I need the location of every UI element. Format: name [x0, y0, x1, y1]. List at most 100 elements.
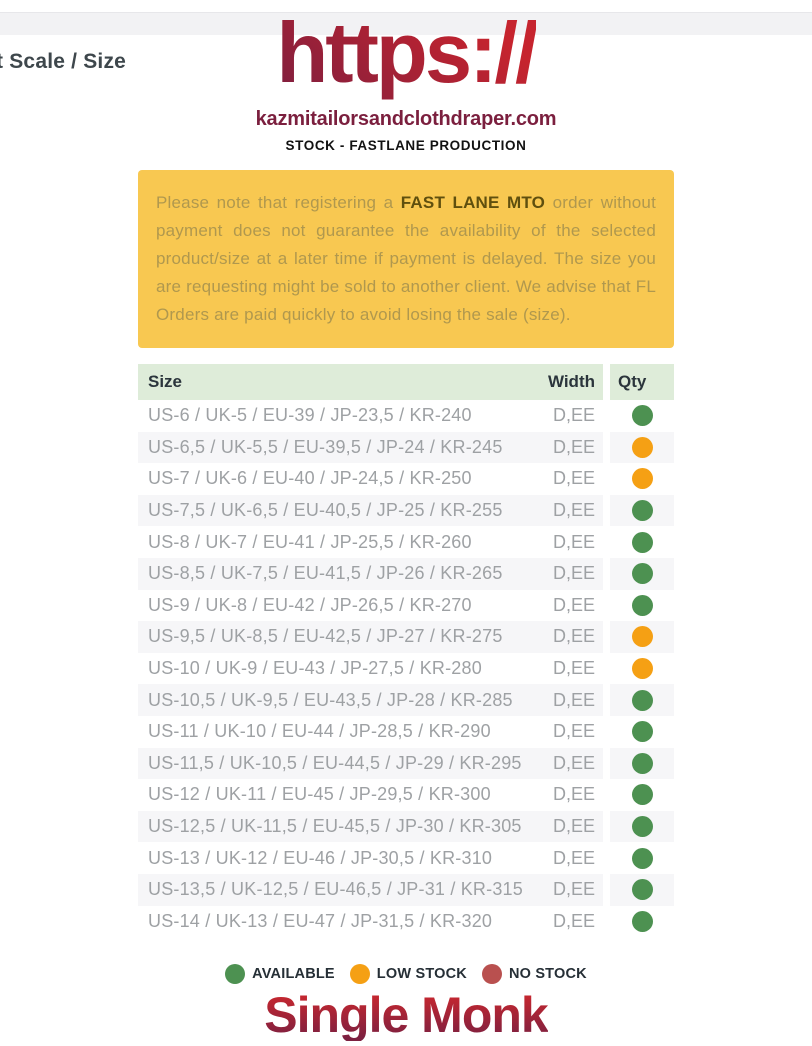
- table-row: US-7,5 / UK-6,5 / EU-40,5 / JP-25 / KR-2…: [138, 494, 674, 527]
- table-row: US-8,5 / UK-7,5 / EU-41,5 / JP-26 / KR-2…: [138, 557, 674, 590]
- page-heading-scale-size: t Scale / Size: [0, 50, 127, 73]
- table-header-main-cell: Size Width: [138, 364, 603, 400]
- table-row: US-10 / UK-9 / EU-43 / JP-27,5 / KR-280 D…: [138, 653, 674, 685]
- size-stock-table: Size Width Qty US-6 / UK-5 / EU-39 / JP-…: [138, 364, 674, 937]
- size-width-cell: US-13,5 / UK-12,5 / EU-46,5 / JP-31 / KR…: [138, 873, 603, 906]
- size-value: US-11 / UK-10 / EU-44 / JP-28,5 / KR-290: [148, 721, 491, 742]
- table-row: US-14 / UK-13 / EU-47 / JP-31,5 / KR-320…: [138, 906, 674, 938]
- fastlane-notice-box: Please note that registering a FAST LANE…: [138, 170, 674, 348]
- table-row: US-6 / UK-5 / EU-39 / JP-23,5 / KR-240 D,…: [138, 400, 674, 432]
- stock-status-dot-available: [631, 816, 653, 838]
- qty-cell: [610, 494, 674, 527]
- qty-cell: [610, 810, 674, 843]
- table-row: US-7 / UK-6 / EU-40 / JP-24,5 / KR-250 D,…: [138, 463, 674, 495]
- stock-status-dot-low: [631, 626, 653, 648]
- width-value: D,EE: [552, 500, 595, 521]
- size-width-cell: US-13 / UK-12 / EU-46 / JP-30,5 / KR-310…: [138, 842, 603, 874]
- table-row: US-13 / UK-12 / EU-46 / JP-30,5 / KR-310…: [138, 842, 674, 874]
- width-value: D,EE: [552, 752, 595, 773]
- size-width-cell: US-11 / UK-10 / EU-44 / JP-28,5 / KR-290…: [138, 716, 603, 748]
- stock-status-dot-available: [631, 689, 653, 711]
- stock-status-dot-available: [631, 721, 653, 743]
- legend-label: LOW STOCK: [376, 966, 467, 983]
- legend-dot-none: [481, 964, 502, 985]
- qty-cell: [610, 590, 674, 622]
- qty-cell: [610, 842, 674, 874]
- qty-cell: [610, 653, 674, 685]
- size-width-cell: US-10 / UK-9 / EU-43 / JP-27,5 / KR-280 D…: [138, 653, 603, 685]
- legend-label: AVAILABLE: [252, 966, 335, 983]
- stock-legend: AVAILABLE LOW STOCK NO STOCK: [138, 964, 674, 985]
- size-value: US-13 / UK-12 / EU-46 / JP-30,5 / KR-310: [148, 847, 493, 868]
- size-value: US-12 / UK-11 / EU-45 / JP-29,5 / KR-300: [148, 784, 491, 805]
- width-value: D,EE: [552, 847, 595, 868]
- size-width-cell: US-14 / UK-13 / EU-47 / JP-31,5 / KR-320…: [138, 906, 603, 938]
- table-row: US-9 / UK-8 / EU-42 / JP-26,5 / KR-270 D,…: [138, 590, 674, 622]
- table-row: US-12 / UK-11 / EU-45 / JP-29,5 / KR-300…: [138, 779, 674, 811]
- stock-status-dot-available: [631, 879, 653, 901]
- site-domain: kazmitailorsandclothdraper.com: [255, 108, 557, 130]
- qty-cell: [610, 431, 674, 464]
- size-width-cell: US-11,5 / UK-10,5 / EU-44,5 / JP-29 / KR…: [138, 747, 603, 780]
- width-value: D,EE: [552, 405, 595, 426]
- legend-item: LOW STOCK: [349, 964, 467, 985]
- qty-cell: [610, 716, 674, 748]
- width-value: D,EE: [552, 784, 595, 805]
- stock-status-dot-available: [631, 405, 653, 427]
- table-row: US-6,5 / UK-5,5 / EU-39,5 / JP-24 / KR-2…: [138, 431, 674, 464]
- stock-status-dot-low: [631, 436, 653, 458]
- width-value: D,EE: [552, 910, 595, 931]
- column-header-width: Width: [547, 372, 595, 391]
- column-header-size: Size: [148, 372, 183, 391]
- table-row: US-11 / UK-10 / EU-44 / JP-28,5 / KR-290…: [138, 716, 674, 748]
- size-width-cell: US-10,5 / UK-9,5 / EU-43,5 / JP-28 / KR-…: [138, 684, 603, 716]
- width-value: D,EE: [552, 468, 595, 489]
- width-value: D,EE: [552, 626, 595, 647]
- table-header-row: Size Width Qty: [138, 364, 674, 400]
- width-value: D,EE: [552, 689, 595, 710]
- legend-item: NO STOCK: [481, 964, 587, 985]
- width-value: D,EE: [552, 594, 595, 615]
- size-value: US-12,5 / UK-11,5 / EU-45,5 / JP-30 / KR…: [148, 816, 522, 837]
- qty-cell: [610, 779, 674, 811]
- column-header-qty: Qty: [618, 372, 647, 391]
- legend-dot-available: [225, 964, 246, 985]
- site-header: https:// kazmitailorsandclothdraper.com …: [0, 0, 812, 155]
- width-value: D,EE: [552, 436, 595, 457]
- table-body: US-6 / UK-5 / EU-39 / JP-23,5 / KR-240 D,…: [138, 400, 674, 937]
- size-width-cell: US-12 / UK-11 / EU-45 / JP-29,5 / KR-300…: [138, 779, 603, 811]
- qty-cell: [610, 621, 674, 653]
- legend-dot-low: [349, 964, 370, 985]
- table-row: US-13,5 / UK-12,5 / EU-46,5 / JP-31 / KR…: [138, 873, 674, 906]
- legend-label: NO STOCK: [508, 966, 587, 983]
- size-value: US-7 / UK-6 / EU-40 / JP-24,5 / KR-250: [148, 468, 472, 489]
- size-value: US-9 / UK-8 / EU-42 / JP-26,5 / KR-270: [148, 594, 472, 615]
- width-value: D,EE: [552, 658, 595, 679]
- table-row: US-8 / UK-7 / EU-41 / JP-25,5 / KR-260 D,…: [138, 526, 674, 558]
- size-value: US-10,5 / UK-9,5 / EU-43,5 / JP-28 / KR-…: [148, 689, 513, 710]
- qty-cell: [610, 906, 674, 938]
- stock-status-dot-available: [631, 847, 653, 869]
- stock-status-dot-available: [631, 752, 653, 774]
- stock-status-dot-available: [631, 594, 653, 616]
- https-logo: https://: [276, 6, 538, 101]
- notice-text-bold: FAST LANE MTO: [400, 193, 546, 212]
- product-title: Single Monk: [138, 989, 674, 1041]
- width-value: D,EE: [552, 816, 595, 837]
- size-value: US-14 / UK-13 / EU-47 / JP-31,5 / KR-320: [148, 910, 493, 931]
- size-value: US-8,5 / UK-7,5 / EU-41,5 / JP-26 / KR-2…: [148, 563, 503, 584]
- table-row: US-9,5 / UK-8,5 / EU-42,5 / JP-27 / KR-2…: [138, 621, 674, 653]
- size-value: US-10 / UK-9 / EU-43 / JP-27,5 / KR-280: [148, 658, 482, 679]
- stock-status-dot-low: [631, 658, 653, 680]
- size-width-cell: US-8 / UK-7 / EU-41 / JP-25,5 / KR-260 D,…: [138, 526, 603, 558]
- width-value: D,EE: [552, 721, 595, 742]
- qty-cell: [610, 400, 674, 432]
- content-column: Please note that registering a FAST LANE…: [138, 170, 674, 1041]
- size-width-cell: US-12,5 / UK-11,5 / EU-45,5 / JP-30 / KR…: [138, 810, 603, 843]
- size-value: US-8 / UK-7 / EU-41 / JP-25,5 / KR-260: [148, 531, 472, 552]
- top-page-band: [0, 12, 812, 35]
- size-value: US-6,5 / UK-5,5 / EU-39,5 / JP-24 / KR-2…: [148, 436, 503, 457]
- table-header-qty-cell: Qty: [610, 364, 674, 400]
- width-value: D,EE: [552, 879, 595, 900]
- legend-item: AVAILABLE: [225, 964, 335, 985]
